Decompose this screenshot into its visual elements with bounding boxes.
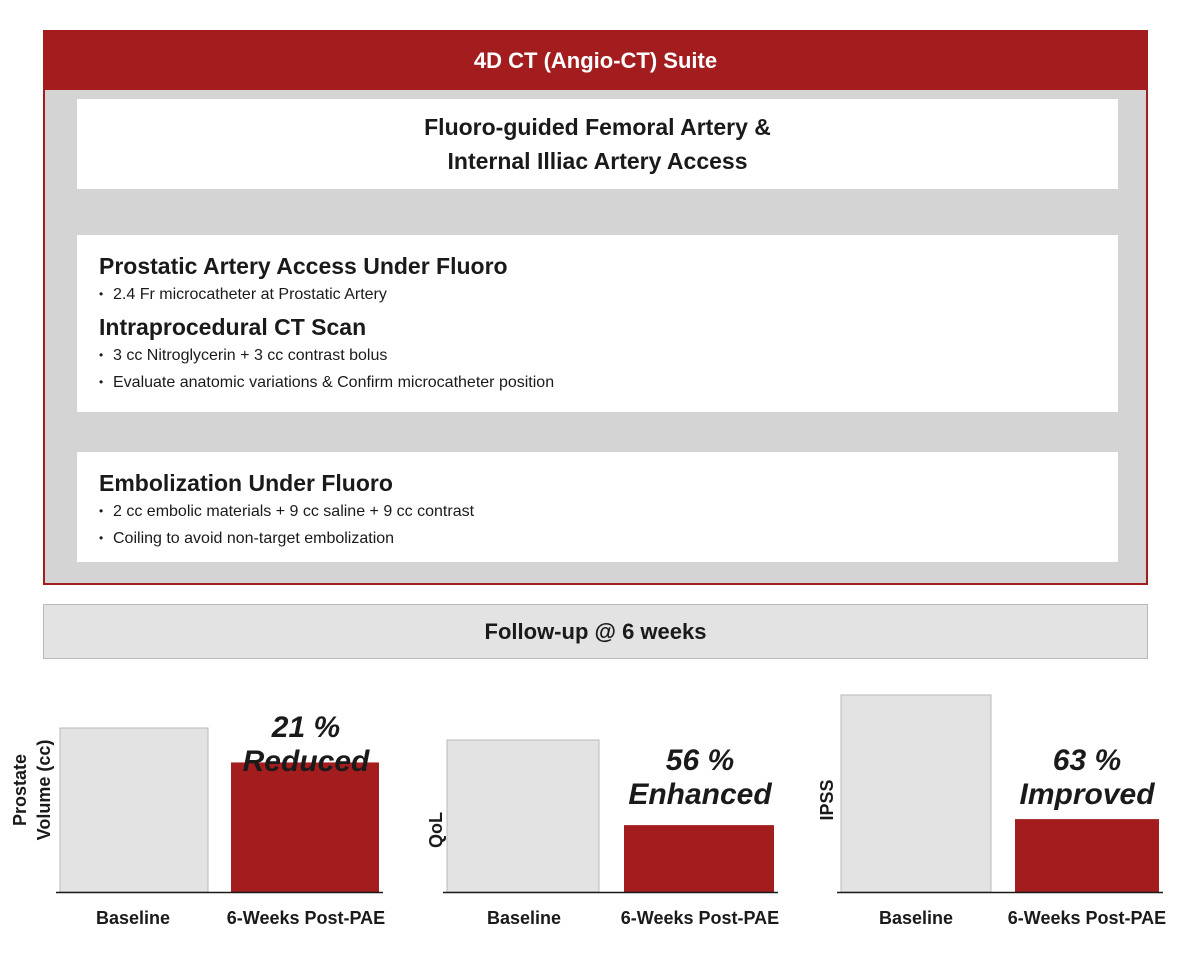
change-annotation: Enhanced xyxy=(628,778,772,811)
x-tick-label: Baseline xyxy=(879,908,953,928)
bullet-item: 2.4 Fr microcatheter at Prostatic Artery xyxy=(99,281,1096,308)
y-axis-label: QoL xyxy=(426,812,446,848)
bullet-item: Coiling to avoid non-target embolization xyxy=(99,525,1096,552)
prostate-volume-chart: Baseline 6-Weeks Post-PAE 21 % Reduced Prost… xyxy=(0,680,400,940)
prostatic-step-panel: Prostatic Artery Access Under Fluoro 2.4… xyxy=(77,235,1118,412)
change-annotation: Improved xyxy=(1019,778,1155,811)
x-tick-label: 6-Weeks Post-PAE xyxy=(1008,908,1166,928)
bar-post-pae xyxy=(624,825,774,892)
change-annotation: Reduced xyxy=(243,745,370,778)
x-tick-label: 6-Weeks Post-PAE xyxy=(227,908,385,928)
ct-scan-title: Intraprocedural CT Scan xyxy=(99,314,367,340)
bullet-item: Evaluate anatomic variations & Confirm m… xyxy=(99,369,1096,396)
bar-baseline xyxy=(840,694,992,893)
bar-baseline xyxy=(59,727,209,893)
x-tick-label: 6-Weeks Post-PAE xyxy=(621,908,779,928)
y-axis-label: IPSS xyxy=(817,779,837,820)
bullet-item: 3 cc Nitroglycerin + 3 cc contrast bolus xyxy=(99,342,1096,369)
suite-title: 4D CT (Angio-CT) Suite xyxy=(45,32,1146,90)
embolization-step-panel: Embolization Under Fluoro 2 cc embolic m… xyxy=(77,452,1118,562)
access-step-line-2: Internal Illiac Artery Access xyxy=(447,148,748,174)
bar-post-pae xyxy=(231,762,379,892)
prostatic-access-title: Prostatic Artery Access Under Fluoro xyxy=(99,253,508,279)
angio-ct-suite-box: 4D CT (Angio-CT) Suite Fluoro-guided Fem… xyxy=(43,30,1148,585)
bullet-item: 2 cc embolic materials + 9 cc saline + 9… xyxy=(99,498,1096,525)
bar-post-pae xyxy=(1015,819,1159,892)
change-annotation: 63 % xyxy=(1053,744,1121,777)
ipss-chart: Baseline 6-Weeks Post-PAE 63 % Improved IPSS xyxy=(800,680,1200,940)
change-annotation: 56 % xyxy=(666,744,734,777)
followup-banner: Follow-up @ 6 weeks xyxy=(43,604,1148,659)
x-tick-label: Baseline xyxy=(96,908,170,928)
y-axis-label: Volume (cc) xyxy=(34,740,54,841)
access-step-line-1: Fluoro-guided Femoral Artery & xyxy=(424,114,771,140)
embolization-title: Embolization Under Fluoro xyxy=(99,470,393,496)
x-tick-label: Baseline xyxy=(487,908,561,928)
access-step-panel: Fluoro-guided Femoral Artery & Internal … xyxy=(77,99,1118,189)
qol-chart: Baseline 6-Weeks Post-PAE 56 % Enhanced QoL xyxy=(400,680,800,940)
y-axis-label: Prostate xyxy=(10,754,30,826)
bar-baseline xyxy=(446,739,600,893)
change-annotation: 21 % xyxy=(271,711,340,744)
